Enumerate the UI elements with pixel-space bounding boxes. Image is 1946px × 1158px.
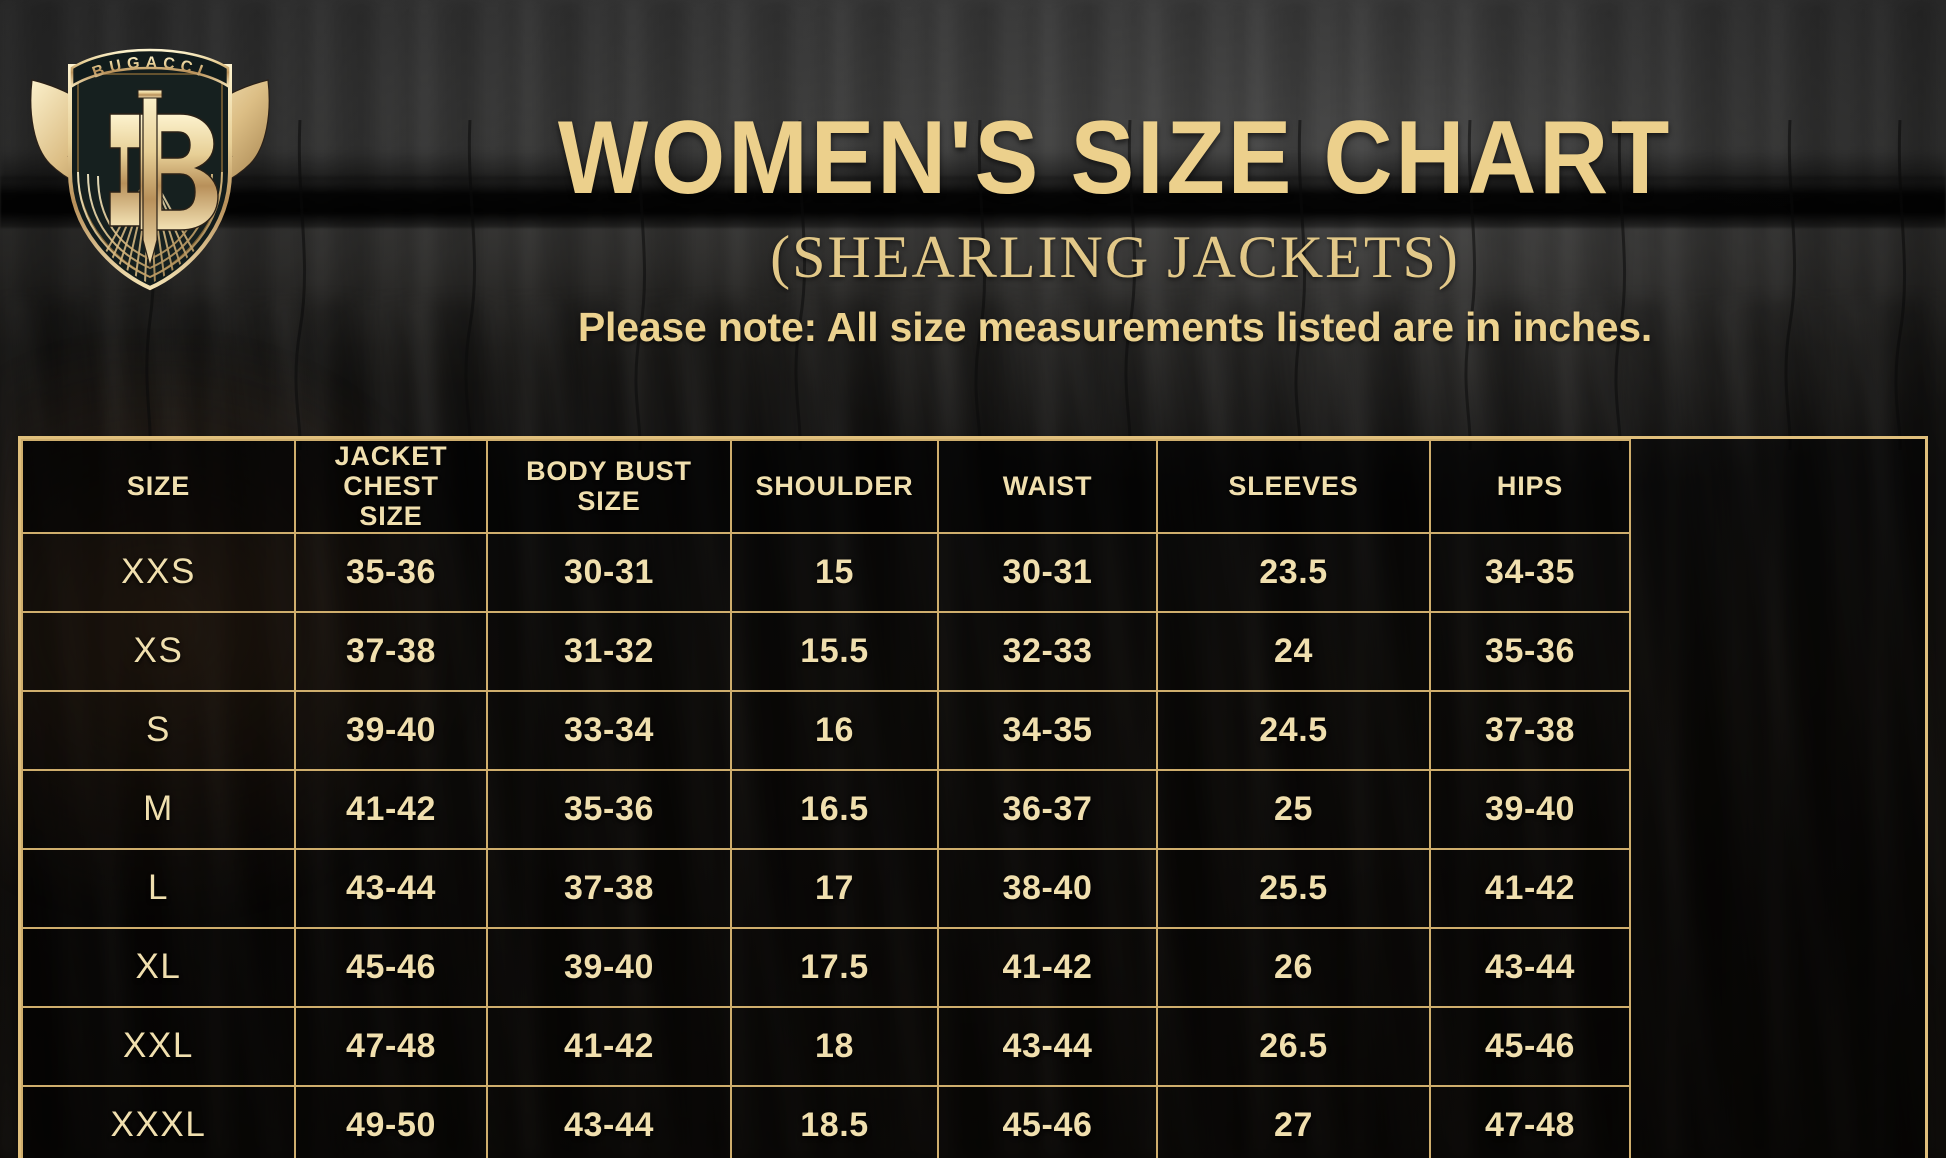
measurement-cell: 35-36 — [1429, 610, 1631, 692]
size-label-cell: XXXL — [21, 1084, 296, 1158]
page-title: WOMEN'S SIZE CHART — [557, 100, 1673, 216]
measurement-cell: 34-35 — [1429, 531, 1631, 613]
measurement-cell: 34-35 — [937, 689, 1158, 771]
measurement-cell: 27 — [1156, 1084, 1431, 1158]
measurement-cell: 25 — [1156, 768, 1431, 850]
table-header: SIZE JACKET CHEST SIZE BODY BUST SIZE SHOULDE… — [21, 439, 1932, 534]
header-row: SIZE JACKET CHEST SIZE BODY BUST SIZE SHOULDE… — [21, 439, 1932, 534]
measurement-cell: 45-46 — [937, 1084, 1158, 1158]
measurement-cell: 33-34 — [486, 689, 732, 771]
measurement-cell: 30-31 — [486, 531, 732, 613]
measurement-cell: 23.5 — [1156, 531, 1431, 613]
measurement-cell: 15 — [730, 531, 939, 613]
measurement-cell: 49-50 — [294, 1084, 488, 1158]
table-row: XS 37-38 31-32 15.5 32-33 24 35-36 — [21, 610, 1932, 692]
table-row: L 43-44 37-38 17 38-40 25.5 41-42 — [21, 847, 1932, 929]
measurement-cell: 41-42 — [486, 1005, 732, 1087]
column-header-shoulder: SHOULDER — [730, 439, 939, 534]
column-header-hips: HIPS — [1429, 439, 1631, 534]
measurement-cell: 25.5 — [1156, 847, 1431, 929]
size-label-cell: XS — [21, 610, 296, 692]
measurement-cell: 32-33 — [937, 610, 1158, 692]
header-block: WOMEN'S SIZE CHART (SHEARLING JACKETS) P… — [300, 18, 1930, 351]
table-row: S 39-40 33-34 16 34-35 24.5 37-38 — [21, 689, 1932, 771]
column-header-waist: WAIST — [937, 439, 1158, 534]
measurement-cell: 41-42 — [294, 768, 488, 850]
winged-shield-logo-icon: BUGACCI — [30, 48, 270, 291]
measurement-cell: 31-32 — [486, 610, 732, 692]
measurement-cell: 41-42 — [1429, 847, 1631, 929]
measurement-cell: 15.5 — [730, 610, 939, 692]
measurement-cell: 18.5 — [730, 1084, 939, 1158]
measurement-cell: 38-40 — [937, 847, 1158, 929]
table-body: XXS 35-36 30-31 15 30-31 23.5 34-35 XS 37-38 31-3… — [21, 531, 1932, 1158]
measurement-cell: 37-38 — [1429, 689, 1631, 771]
measurement-cell: 37-38 — [294, 610, 488, 692]
measurement-cell: 39-40 — [486, 926, 732, 1008]
measurement-cell: 43-44 — [294, 847, 488, 929]
table-row: M 41-42 35-36 16.5 36-37 25 39-40 — [21, 768, 1932, 850]
table-row: XXXL 49-50 43-44 18.5 45-46 27 47-48 — [21, 1084, 1932, 1158]
page-subtitle: (SHEARLING JACKETS) — [770, 224, 1460, 290]
size-label-cell: L — [21, 847, 296, 929]
measurement-cell: 43-44 — [1429, 926, 1631, 1008]
measurement-cell: 43-44 — [486, 1084, 732, 1158]
brand-logo: BUGACCI — [14, 22, 286, 314]
column-header-sleeves: SLEEVES — [1156, 439, 1431, 534]
measurement-cell: 17.5 — [730, 926, 939, 1008]
measurement-cell: 47-48 — [294, 1005, 488, 1087]
measurement-cell: 47-48 — [1429, 1084, 1631, 1158]
measurement-cell: 35-36 — [486, 768, 732, 850]
measurement-cell: 16.5 — [730, 768, 939, 850]
size-label-cell: S — [21, 689, 296, 771]
measurement-cell: 41-42 — [937, 926, 1158, 1008]
measurement-cell: 26 — [1156, 926, 1431, 1008]
measurement-cell: 39-40 — [294, 689, 488, 771]
size-label-cell: M — [21, 768, 296, 850]
measurement-cell: 17 — [730, 847, 939, 929]
measurement-cell: 36-37 — [937, 768, 1158, 850]
size-label-cell: XXL — [21, 1005, 296, 1087]
table-row: XXL 47-48 41-42 18 43-44 26.5 45-46 — [21, 1005, 1932, 1087]
size-chart-table-wrapper: SIZE JACKET CHEST SIZE BODY BUST SIZE SHOULDE… — [18, 436, 1928, 1158]
units-note: Please note: All size measurements liste… — [577, 304, 1653, 350]
measurement-cell: 37-38 — [486, 847, 732, 929]
column-header-body-bust-size: BODY BUST SIZE — [486, 439, 732, 534]
measurement-cell: 45-46 — [294, 926, 488, 1008]
measurement-cell: 24 — [1156, 610, 1431, 692]
measurement-cell: 18 — [730, 1005, 939, 1087]
column-header-jacket-chest-size: JACKET CHEST SIZE — [294, 439, 488, 534]
table-row: XL 45-46 39-40 17.5 41-42 26 43-44 — [21, 926, 1932, 1008]
measurement-cell: 35-36 — [294, 531, 488, 613]
measurement-cell: 39-40 — [1429, 768, 1631, 850]
measurement-cell: 45-46 — [1429, 1005, 1631, 1087]
size-label-cell: XXS — [21, 531, 296, 613]
measurement-cell: 24.5 — [1156, 689, 1431, 771]
size-label-cell: XL — [21, 926, 296, 1008]
column-header-size: SIZE — [21, 439, 296, 534]
measurement-cell: 30-31 — [937, 531, 1158, 613]
table-row: XXS 35-36 30-31 15 30-31 23.5 34-35 — [21, 531, 1932, 613]
measurement-cell: 43-44 — [937, 1005, 1158, 1087]
measurement-cell: 16 — [730, 689, 939, 771]
measurement-cell: 26.5 — [1156, 1005, 1431, 1087]
size-chart-table: SIZE JACKET CHEST SIZE BODY BUST SIZE SHOULDE… — [21, 439, 1933, 1158]
